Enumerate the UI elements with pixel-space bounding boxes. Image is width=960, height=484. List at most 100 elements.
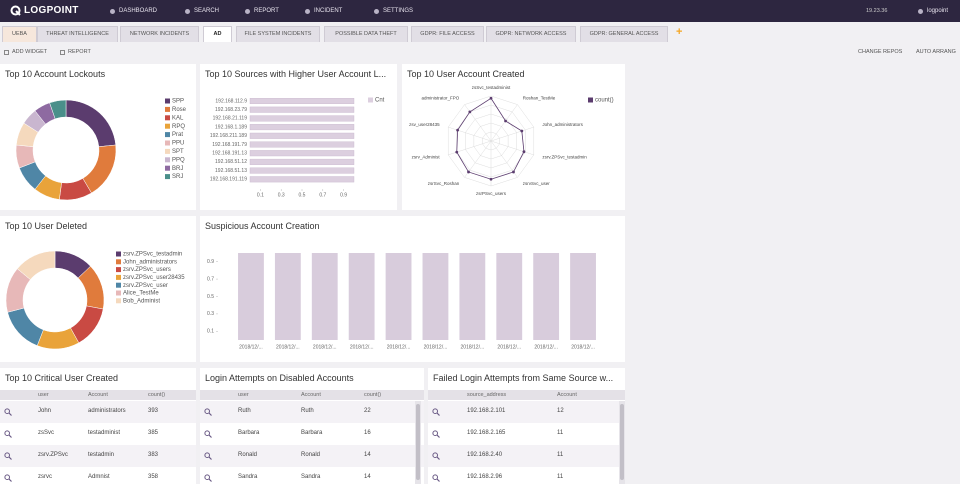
y-tick-label: 0.9	[207, 259, 214, 265]
legend-swatch	[165, 165, 170, 171]
table-cell: zsrv.ZPSvc	[38, 452, 68, 458]
icon-part	[8, 434, 12, 438]
legend-label: count()	[595, 98, 614, 104]
nav-menu-item[interactable]: INCIDENT	[305, 0, 342, 22]
search-icon[interactable]	[204, 452, 212, 460]
legend-label: RPQ	[172, 124, 185, 130]
tab[interactable]: THREAT INTELLIGENCE	[37, 26, 118, 42]
add-tab[interactable]: +	[676, 26, 683, 38]
column-header: source_address	[467, 392, 507, 398]
tab[interactable]: UEBA	[2, 26, 37, 42]
donut-segment	[7, 307, 44, 346]
tab[interactable]: GDPR: FILE ACCESS	[411, 26, 484, 42]
bar	[249, 106, 355, 113]
search-icon[interactable]	[204, 474, 212, 482]
spoke	[490, 104, 518, 142]
table-cell: 14	[364, 474, 371, 480]
nav-menu-item[interactable]: SETTINGS	[374, 0, 413, 22]
legend-swatch	[116, 290, 121, 296]
tab[interactable]: NETWORK INCIDENTS	[120, 26, 199, 42]
table-cell: 383	[148, 452, 159, 458]
icon-part	[432, 474, 438, 480]
icon-part	[204, 474, 210, 480]
legend-swatch	[368, 97, 373, 103]
search-icon[interactable]	[4, 408, 12, 416]
search-icon[interactable]	[204, 430, 212, 438]
legend-swatch	[165, 157, 170, 163]
icon-part	[8, 478, 12, 482]
toolbar-button[interactable]: REPORT	[60, 49, 91, 55]
search-icon[interactable]	[432, 408, 440, 416]
table-row	[0, 467, 196, 484]
icon-part	[208, 412, 212, 416]
nav-icon	[110, 8, 115, 14]
nav-menu-item[interactable]: DASHBOARD	[110, 0, 157, 22]
toolbar-button[interactable]: CHANGE REPOS	[858, 49, 902, 55]
table-row	[200, 445, 424, 467]
spoke	[448, 126, 492, 142]
search-icon[interactable]	[204, 408, 212, 416]
icon-part	[436, 412, 440, 416]
tab[interactable]: FILE SYSTEM INCIDENTS	[236, 26, 320, 42]
table-cell: 192.168.2.40	[467, 452, 503, 458]
radar-point	[520, 129, 524, 133]
icon-part	[4, 430, 10, 436]
x-tick-label: 2018/12/...	[534, 344, 558, 350]
tab[interactable]: AD	[203, 26, 232, 42]
scroll-thumb[interactable]	[620, 404, 624, 480]
donut-segment	[36, 327, 80, 350]
legend-label: zsrv.ZPSvc_user	[123, 283, 168, 289]
legend-label: PPU	[172, 141, 184, 147]
logo-icon	[10, 5, 21, 16]
nav-menu-item[interactable]: SEARCH	[185, 0, 219, 22]
table-row	[0, 423, 196, 445]
toolbar-label: AUTO ARRANG	[916, 49, 956, 55]
user-name: logpoint	[927, 8, 949, 14]
table-cell: Admnist	[88, 474, 110, 480]
widget: Failed Login Attempts from Same Source w…	[428, 368, 625, 484]
table-cell: 358	[148, 474, 159, 480]
toolbar-button[interactable]: AUTO ARRANG	[916, 49, 956, 55]
table-cell: 11	[557, 452, 564, 458]
search-icon[interactable]	[432, 452, 440, 460]
y-tick-label: 192.168.191.79	[212, 142, 247, 148]
legend-swatch	[165, 140, 170, 146]
search-icon[interactable]	[432, 430, 440, 438]
legend-label: zsrv.ZPSvc_testadmin	[123, 252, 182, 258]
tab[interactable]: POSSIBLE DATA THEFT	[324, 26, 408, 42]
logo[interactable]: LOGPOINT	[10, 5, 79, 16]
tab[interactable]: GDPR: GENERAL ACCESS	[580, 26, 668, 42]
legend-label: SPT	[172, 149, 184, 155]
nav-label: REPORT	[254, 8, 279, 14]
widget-title: Suspicious Account Creation	[205, 221, 320, 231]
donut-segment	[65, 99, 117, 147]
nav-menu-item[interactable]: REPORT	[245, 0, 279, 22]
table-cell: 192.168.2.165	[467, 430, 506, 436]
legend-label: SRJ	[172, 174, 183, 180]
donut-segment	[16, 250, 56, 280]
tab[interactable]: GDPR: NETWORK ACCESS	[486, 26, 576, 42]
toolbar-button[interactable]: ADD WIDGET	[4, 49, 47, 55]
table-row	[200, 401, 424, 423]
nav-label: SEARCH	[194, 8, 220, 14]
toolbar-label: ADD WIDGET	[12, 49, 48, 55]
y-tick-label: 192.168.23.79	[215, 107, 247, 113]
scroll-thumb[interactable]	[416, 404, 420, 480]
legend-swatch	[116, 259, 121, 265]
user-menu[interactable]: logpoint	[918, 0, 948, 22]
spoke	[448, 140, 492, 156]
icon-part	[204, 452, 210, 458]
x-tick-label: 2018/12/...	[571, 344, 595, 350]
search-icon[interactable]	[4, 430, 12, 438]
bar	[533, 253, 560, 340]
bar	[249, 115, 355, 122]
legend-label: Alice_TestMe	[123, 291, 159, 297]
x-tick-label: 2018/12/...	[424, 344, 448, 350]
search-icon[interactable]	[4, 474, 12, 482]
search-icon[interactable]	[4, 452, 12, 460]
radar-point	[522, 150, 526, 154]
table-cell: 385	[148, 430, 159, 436]
legend-swatch	[165, 174, 170, 180]
widget: 0.1 0.3 0.5 0.7 0.9 2018/12/... 2018/12/... 201…	[200, 216, 625, 362]
search-icon[interactable]	[432, 474, 440, 482]
